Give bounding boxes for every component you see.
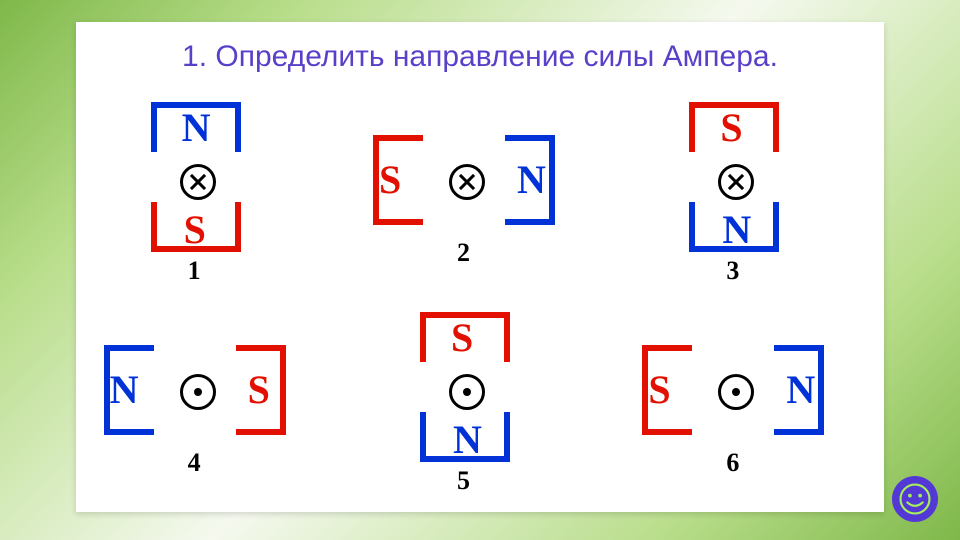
current-out-icon [449, 374, 485, 410]
problem-3: S N 3 [634, 102, 864, 302]
pole-label-S: S [648, 370, 670, 410]
current-out-icon [180, 374, 216, 410]
pole-label-S: S [720, 108, 742, 148]
problem-4: N S 4 [96, 312, 326, 512]
problem-6: S N 6 [634, 312, 864, 512]
current-out-icon [718, 374, 754, 410]
problem-2: S N 2 [365, 102, 595, 302]
current-into-icon [718, 164, 754, 200]
problem-number: 2 [457, 238, 470, 268]
pole-label-N: N [182, 108, 211, 148]
problem-number: 3 [726, 256, 739, 286]
row-1: N S 1 S N 2 S N 3 [76, 102, 884, 302]
row-2: N S 4 S N 5 S N 6 [76, 312, 884, 512]
pole-label-N: N [110, 370, 139, 410]
pole-label-N: N [453, 420, 482, 460]
problem-number: 5 [457, 466, 470, 496]
current-into-icon [180, 164, 216, 200]
current-into-icon [449, 164, 485, 200]
problem-1: N S 1 [96, 102, 326, 302]
problem-number: 6 [726, 448, 739, 478]
pole-label-N: N [517, 160, 546, 200]
problem-5: S N 5 [365, 312, 595, 512]
pole-label-S: S [451, 318, 473, 358]
pole-label-S: S [248, 370, 270, 410]
smiley-icon [892, 476, 938, 522]
content-card: 1. Определить направление силы Ампера. N… [76, 22, 884, 512]
pole-label-N: N [722, 210, 751, 250]
pole-label-S: S [379, 160, 401, 200]
problem-number: 1 [188, 256, 201, 286]
problem-number: 4 [188, 448, 201, 478]
page-title: 1. Определить направление силы Ампера. [76, 40, 884, 74]
pole-label-N: N [786, 370, 815, 410]
pole-label-S: S [184, 210, 206, 250]
page-background: 1. Определить направление силы Ампера. N… [0, 0, 960, 540]
